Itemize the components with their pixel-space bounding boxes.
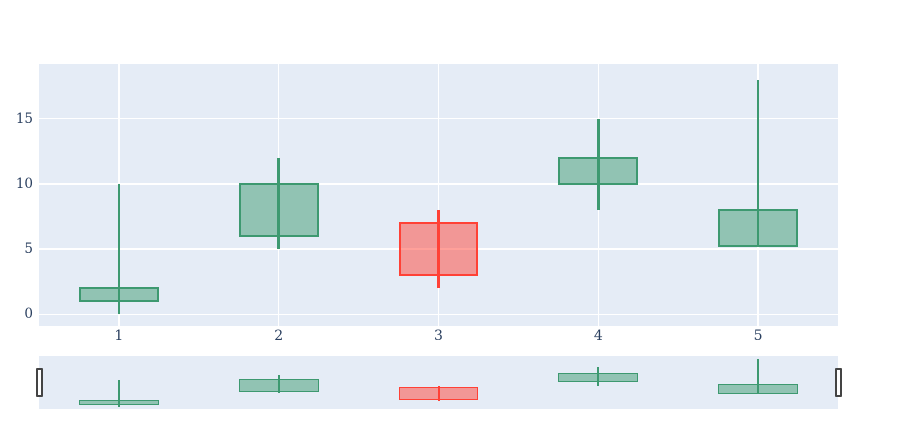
x-tick-label: 2 (274, 328, 284, 344)
candle-body[interactable] (238, 182, 319, 238)
candle-wick (756, 79, 760, 247)
candle-body[interactable] (558, 156, 639, 185)
x-tick-label: 3 (434, 328, 443, 344)
rangeslider-candle-body (718, 384, 799, 395)
rangeslider-candle-body (78, 399, 159, 406)
rangeslider-candle-body (238, 378, 319, 393)
rangeslider-candle-wick (757, 359, 760, 393)
rangeslider-track[interactable] (39, 356, 838, 409)
y-tick-label: 15 (15, 110, 33, 127)
x-tick-label: 4 (593, 328, 603, 344)
candle-body[interactable] (78, 287, 159, 303)
rangeslider-candle-wick (117, 380, 120, 407)
rangeslider-candle-body (558, 373, 639, 382)
y-tick-label: 5 (24, 241, 33, 258)
y-tick-label: 0 (24, 306, 33, 323)
x-tick-label: 5 (753, 328, 763, 344)
x-tick-label: 1 (114, 328, 124, 344)
plot-area[interactable] (39, 64, 838, 326)
y-tick-label: 10 (15, 175, 33, 192)
rangeslider-left-handle[interactable] (35, 368, 43, 397)
rangeslider-candle-body (398, 386, 479, 401)
candle-wick (117, 183, 121, 315)
candle-body[interactable] (398, 222, 479, 277)
rangeslider-right-handle[interactable] (834, 368, 842, 397)
x-gridline (437, 64, 440, 326)
candle-body[interactable] (718, 208, 799, 248)
